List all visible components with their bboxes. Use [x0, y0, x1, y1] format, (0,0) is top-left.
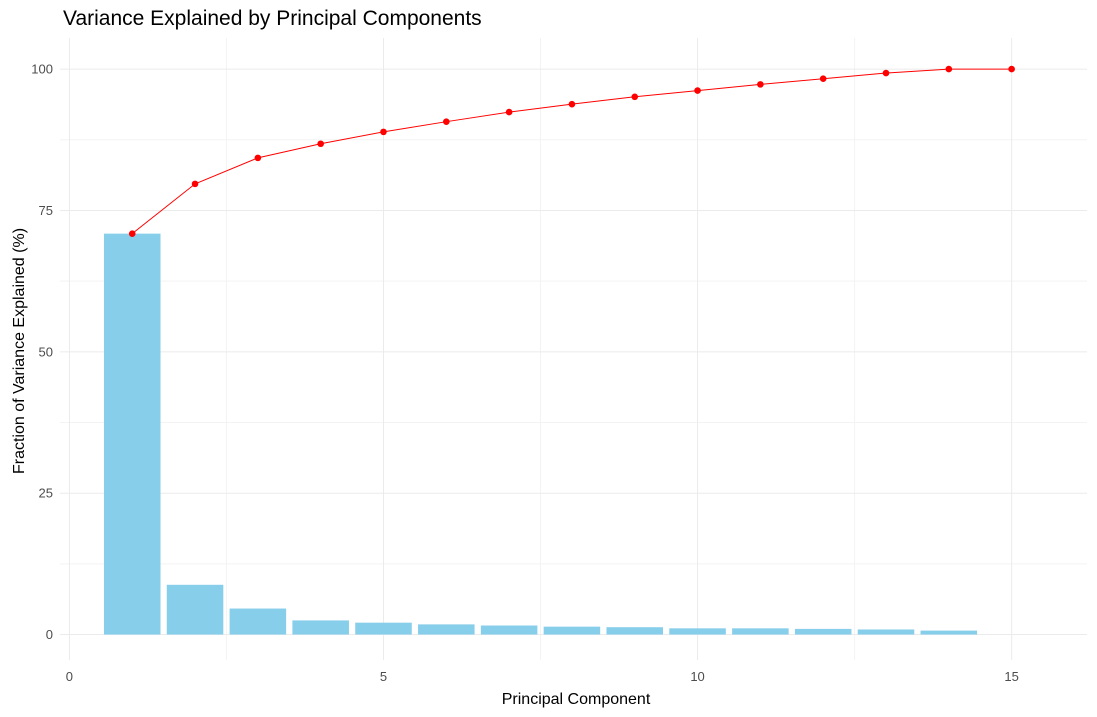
- bar: [103, 233, 161, 635]
- x-tick-label: 5: [380, 669, 387, 684]
- line-point: [254, 154, 262, 162]
- line-point: [945, 65, 953, 73]
- line-point: [191, 180, 199, 188]
- bar: [606, 627, 664, 635]
- y-axis-title: Fraction of Variance Explained (%): [11, 228, 28, 474]
- bar: [418, 624, 475, 635]
- y-tick-label: 75: [39, 203, 53, 218]
- bar: [292, 620, 349, 635]
- line-point: [819, 75, 827, 83]
- line-point: [505, 108, 513, 116]
- bar: [480, 625, 538, 635]
- chart-title: Variance Explained by Principal Componen…: [63, 7, 482, 30]
- y-tick-label: 25: [39, 486, 53, 501]
- line-point: [882, 69, 890, 77]
- y-tick-label: 0: [46, 627, 53, 642]
- line-point: [128, 230, 136, 237]
- line-point: [568, 100, 576, 108]
- bar: [355, 622, 412, 635]
- bar: [543, 626, 601, 635]
- bar: [920, 630, 978, 635]
- line-point: [317, 140, 324, 148]
- cumulative-line-series: [128, 65, 1015, 237]
- bar: [166, 584, 224, 635]
- gridlines: [60, 38, 1087, 660]
- bar: [229, 608, 287, 635]
- cumulative-line: [131, 68, 1012, 235]
- x-tick-label: 0: [66, 669, 73, 684]
- line-point: [757, 81, 764, 88]
- bar: [669, 628, 726, 635]
- x-tick-label: 10: [690, 669, 704, 684]
- line-point: [380, 128, 387, 136]
- x-axis-title: Principal Component: [502, 691, 651, 708]
- y-tick-label: 50: [39, 344, 53, 359]
- line-point: [1008, 65, 1015, 73]
- bar: [794, 628, 852, 635]
- line-point: [631, 93, 639, 101]
- y-tick-label: 100: [31, 62, 53, 77]
- bar: [857, 629, 915, 635]
- bar-series: [103, 233, 978, 635]
- line-point: [443, 118, 450, 125]
- x-tick-label: 15: [1004, 669, 1018, 684]
- axis-tick-labels: 0 5 10 15 0 25 50 75 100: [31, 62, 1019, 684]
- line-point: [694, 87, 701, 94]
- bar: [732, 628, 789, 635]
